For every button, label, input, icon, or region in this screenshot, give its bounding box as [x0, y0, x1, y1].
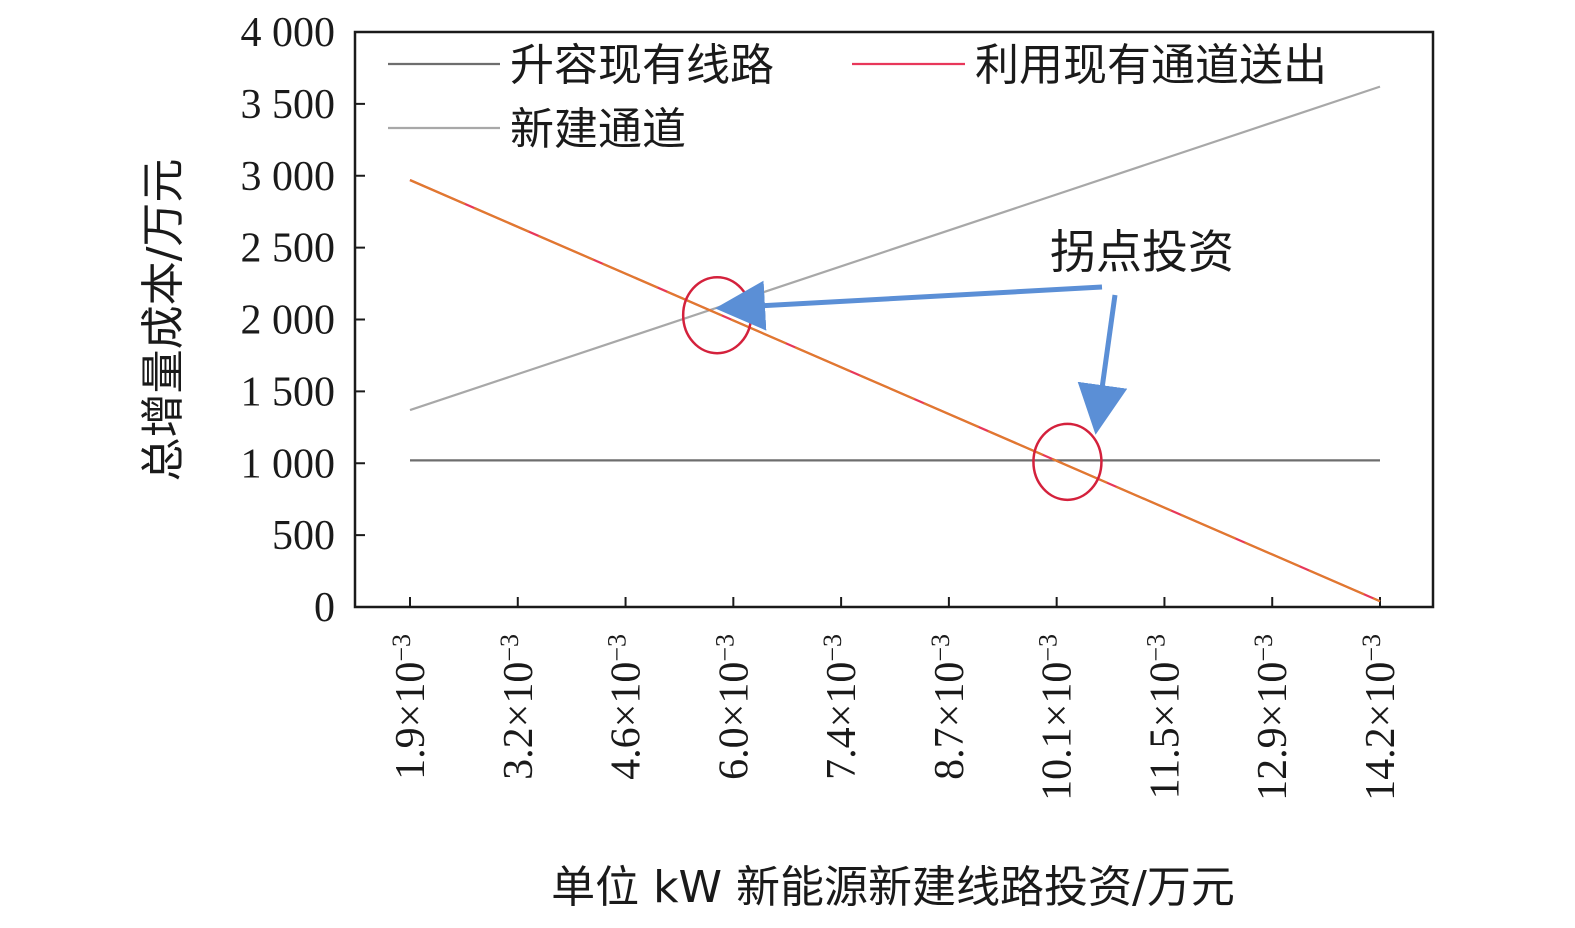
- y-tick-label: 2 500: [241, 226, 336, 272]
- x-tick-label: 3.2×10−3: [495, 634, 542, 780]
- legend-label: 升容现有线路: [510, 40, 774, 91]
- x-tick-label: 4.6×10−3: [603, 634, 650, 780]
- y-tick-label: 1 000: [241, 441, 336, 487]
- series-line-overlay: [409, 179, 1381, 603]
- legend-label: 利用现有通道送出: [975, 40, 1327, 91]
- y-tick-label: 3 500: [241, 82, 336, 128]
- x-tick-label: 6.0×10−3: [710, 634, 757, 780]
- annotation-arrow: [715, 280, 1103, 331]
- y-tick-label: 0: [314, 585, 335, 631]
- y-tick-label: 500: [272, 513, 335, 559]
- inflection-circle: [1032, 422, 1103, 502]
- y-tick-label: 3 000: [241, 154, 336, 200]
- x-axis-label: 单位 kW 新能源新建线路投资/万元: [551, 862, 1235, 913]
- legend-label: 新建通道: [510, 104, 686, 155]
- annotation-text: 拐点投资: [1050, 225, 1234, 279]
- annotation-arrow: [1077, 294, 1128, 435]
- x-tick-label: 11.5×10−3: [1141, 634, 1188, 799]
- x-tick-label: 7.4×10−3: [818, 634, 865, 780]
- x-tick-label: 12.9×10−3: [1249, 634, 1296, 801]
- y-tick-label: 4 000: [241, 10, 336, 56]
- x-tick-label: 8.7×10−3: [926, 634, 973, 780]
- y-tick-label: 2 000: [241, 298, 336, 344]
- x-tick-label: 1.9×10−3: [387, 634, 434, 780]
- y-axis-label: 总增量成本/万元: [138, 159, 189, 482]
- x-tick-label: 14.2×10−3: [1357, 634, 1404, 801]
- y-tick-label: 1 500: [241, 369, 336, 415]
- series-line: [409, 85, 1381, 412]
- plot-frame: [353, 30, 1435, 609]
- x-tick-label: 10.1×10−3: [1034, 634, 1081, 801]
